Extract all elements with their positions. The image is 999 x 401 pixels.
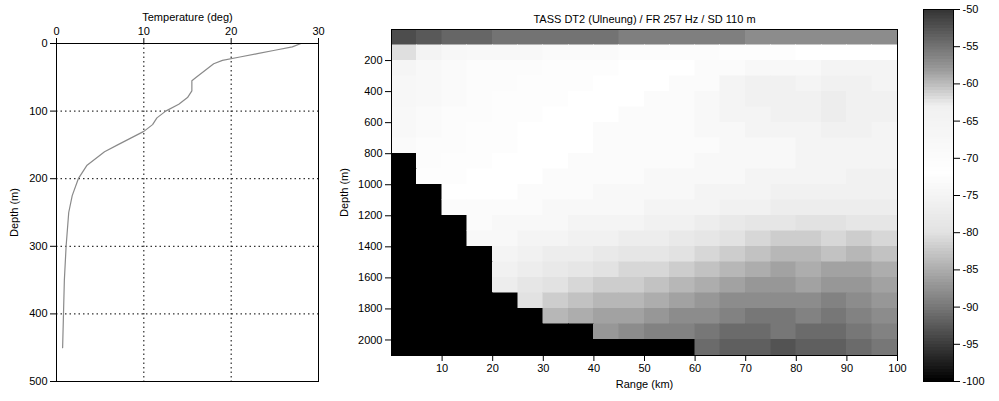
svg-text:40: 40 (588, 362, 600, 374)
svg-text:10: 10 (436, 362, 448, 374)
svg-text:200: 200 (364, 54, 382, 66)
svg-text:1800: 1800 (358, 302, 382, 314)
svg-text:-95: -95 (963, 338, 979, 350)
svg-text:TASS DT2 (Ulneung) / FR 257 Hz: TASS DT2 (Ulneung) / FR 257 Hz / SD 110 … (533, 13, 755, 25)
svg-text:20: 20 (487, 362, 499, 374)
svg-text:80: 80 (790, 362, 802, 374)
svg-text:Temperature (deg): Temperature (deg) (142, 11, 233, 23)
svg-text:60: 60 (689, 362, 701, 374)
svg-text:-65: -65 (963, 115, 979, 127)
svg-text:2000: 2000 (358, 333, 382, 345)
svg-text:500: 500 (29, 375, 47, 387)
svg-text:70: 70 (740, 362, 752, 374)
svg-text:-60: -60 (963, 77, 979, 89)
svg-text:Depth (m): Depth (m) (338, 168, 350, 217)
svg-text:100: 100 (888, 362, 906, 374)
svg-text:30: 30 (537, 362, 549, 374)
svg-text:-90: -90 (963, 301, 979, 313)
svg-text:-85: -85 (963, 263, 979, 275)
svg-text:300: 300 (29, 240, 47, 252)
svg-text:Depth (m): Depth (m) (8, 188, 20, 237)
svg-text:1400: 1400 (358, 240, 382, 252)
svg-text:600: 600 (364, 116, 382, 128)
svg-text:1200: 1200 (358, 209, 382, 221)
svg-text:200: 200 (29, 172, 47, 184)
svg-text:-100: -100 (963, 375, 985, 387)
svg-text:400: 400 (29, 307, 47, 319)
svg-text:20: 20 (225, 25, 237, 37)
svg-text:400: 400 (364, 85, 382, 97)
svg-text:-80: -80 (963, 226, 979, 238)
svg-text:1000: 1000 (358, 178, 382, 190)
svg-text:1600: 1600 (358, 271, 382, 283)
svg-text:30: 30 (312, 25, 324, 37)
svg-text:-75: -75 (963, 189, 979, 201)
svg-text:-50: -50 (963, 3, 979, 15)
svg-text:0: 0 (53, 25, 59, 37)
svg-text:90: 90 (841, 362, 853, 374)
svg-text:0: 0 (41, 37, 47, 49)
svg-text:-70: -70 (963, 152, 979, 164)
svg-text:800: 800 (364, 147, 382, 159)
svg-text:100: 100 (29, 105, 47, 117)
svg-text:Range (km): Range (km) (616, 378, 673, 390)
svg-text:10: 10 (138, 25, 150, 37)
svg-text:-55: -55 (963, 40, 979, 52)
svg-text:50: 50 (638, 362, 650, 374)
